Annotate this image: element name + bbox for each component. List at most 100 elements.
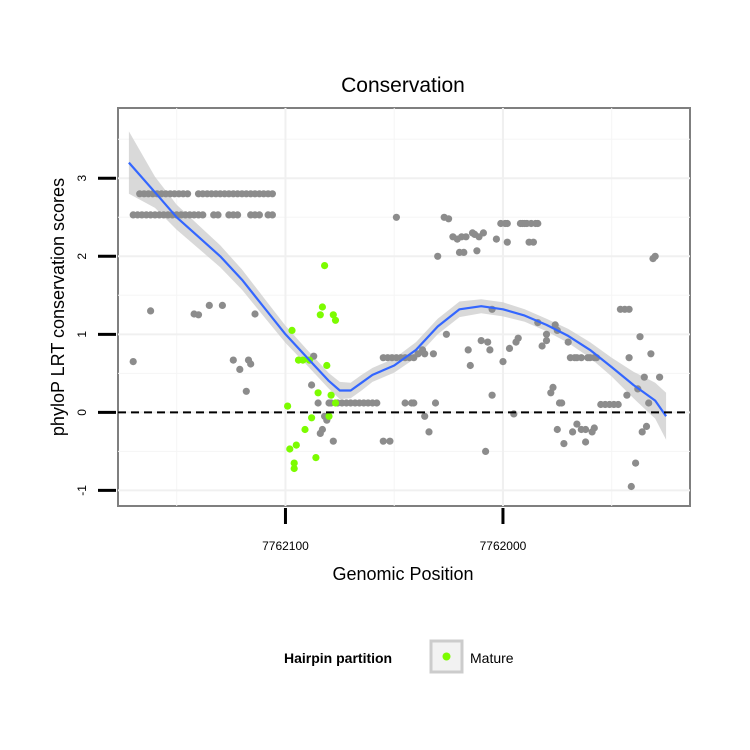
data-point bbox=[147, 307, 155, 315]
data-point bbox=[638, 428, 646, 436]
data-point bbox=[488, 391, 496, 399]
data-point bbox=[549, 383, 557, 391]
data-point bbox=[268, 211, 276, 219]
data-point bbox=[236, 365, 244, 373]
mature-point bbox=[292, 441, 300, 449]
legend-key-mature bbox=[442, 652, 451, 661]
mature-point bbox=[314, 389, 322, 397]
data-point bbox=[577, 354, 585, 362]
data-point bbox=[590, 424, 598, 432]
data-point bbox=[625, 305, 633, 313]
data-point bbox=[218, 301, 226, 309]
mature-point bbox=[284, 402, 292, 410]
data-point bbox=[547, 389, 555, 397]
data-point bbox=[636, 333, 644, 341]
smooth-line bbox=[128, 161, 668, 417]
data-point bbox=[582, 438, 590, 446]
mature-point bbox=[288, 326, 296, 334]
y-axis: -1 0 1 2 3 bbox=[75, 175, 116, 496]
data-point bbox=[431, 399, 440, 407]
y-tick-label: -1 bbox=[75, 485, 89, 496]
mature-point bbox=[321, 262, 329, 270]
data-point bbox=[466, 361, 474, 370]
data-point bbox=[542, 337, 551, 345]
data-point bbox=[625, 354, 633, 362]
mature-point bbox=[327, 391, 335, 399]
data-point bbox=[477, 337, 485, 345]
data-point bbox=[242, 387, 250, 395]
data-point bbox=[214, 211, 222, 219]
mature-point bbox=[325, 412, 333, 420]
data-point bbox=[460, 248, 468, 256]
data-point bbox=[421, 412, 429, 420]
data-point bbox=[425, 428, 433, 436]
legend-title: Hairpin partition bbox=[284, 650, 392, 666]
data-point bbox=[386, 437, 394, 445]
mature-point bbox=[301, 425, 309, 434]
data-point bbox=[623, 391, 631, 399]
data-point bbox=[632, 459, 640, 467]
data-point bbox=[473, 247, 481, 255]
data-point bbox=[464, 346, 472, 354]
mature-point bbox=[316, 311, 324, 319]
data-point bbox=[582, 425, 590, 434]
data-point bbox=[503, 219, 511, 228]
mature-point bbox=[290, 464, 298, 473]
mature-point bbox=[331, 316, 340, 324]
mature-point bbox=[318, 303, 326, 311]
data-point bbox=[560, 440, 568, 448]
data-point bbox=[184, 190, 192, 198]
x-axis-title: Genomic Position bbox=[332, 564, 473, 584]
data-point bbox=[194, 311, 203, 319]
data-point bbox=[558, 399, 566, 407]
data-point bbox=[492, 235, 500, 243]
data-point bbox=[410, 399, 418, 407]
mature-point bbox=[312, 454, 320, 462]
data-point bbox=[484, 338, 492, 346]
data-point bbox=[229, 356, 237, 364]
data-point bbox=[569, 428, 577, 436]
legend-label-mature: Mature bbox=[470, 650, 514, 666]
data-point bbox=[251, 310, 259, 318]
data-point bbox=[318, 425, 326, 434]
points-layer bbox=[129, 190, 664, 491]
data-point bbox=[542, 330, 551, 338]
data-point bbox=[373, 399, 381, 407]
data-point bbox=[651, 252, 659, 260]
plot-border bbox=[117, 107, 691, 507]
data-point bbox=[234, 211, 242, 219]
data-point bbox=[247, 360, 255, 368]
data-point bbox=[645, 399, 653, 407]
data-point bbox=[573, 420, 581, 428]
mature-point bbox=[323, 361, 331, 370]
data-point bbox=[538, 342, 546, 350]
mature-point bbox=[286, 445, 294, 453]
data-point bbox=[553, 425, 561, 434]
data-point bbox=[479, 229, 487, 237]
data-point bbox=[564, 338, 572, 346]
smooth-line-layer bbox=[128, 161, 668, 417]
data-point bbox=[445, 215, 453, 223]
data-point bbox=[462, 233, 470, 241]
x-axis: 7762100 7762000 bbox=[262, 508, 527, 553]
data-point bbox=[503, 238, 511, 246]
data-point bbox=[534, 219, 542, 228]
mature-point bbox=[331, 399, 340, 407]
data-point bbox=[255, 211, 263, 219]
data-point bbox=[314, 399, 322, 407]
data-point bbox=[486, 346, 494, 354]
data-point bbox=[129, 358, 137, 366]
mature-point bbox=[329, 311, 337, 319]
data-point bbox=[429, 350, 437, 358]
data-point bbox=[392, 213, 400, 221]
data-point bbox=[614, 400, 622, 409]
data-point bbox=[379, 437, 387, 445]
data-point bbox=[627, 482, 635, 491]
x-tick-label: 7762000 bbox=[480, 539, 527, 553]
data-point bbox=[514, 334, 522, 342]
x-tick-label: 7762100 bbox=[262, 539, 309, 553]
mature-point bbox=[290, 459, 298, 467]
data-point bbox=[308, 381, 316, 389]
mature-point bbox=[299, 356, 307, 364]
y-tick-label: 0 bbox=[75, 409, 89, 416]
